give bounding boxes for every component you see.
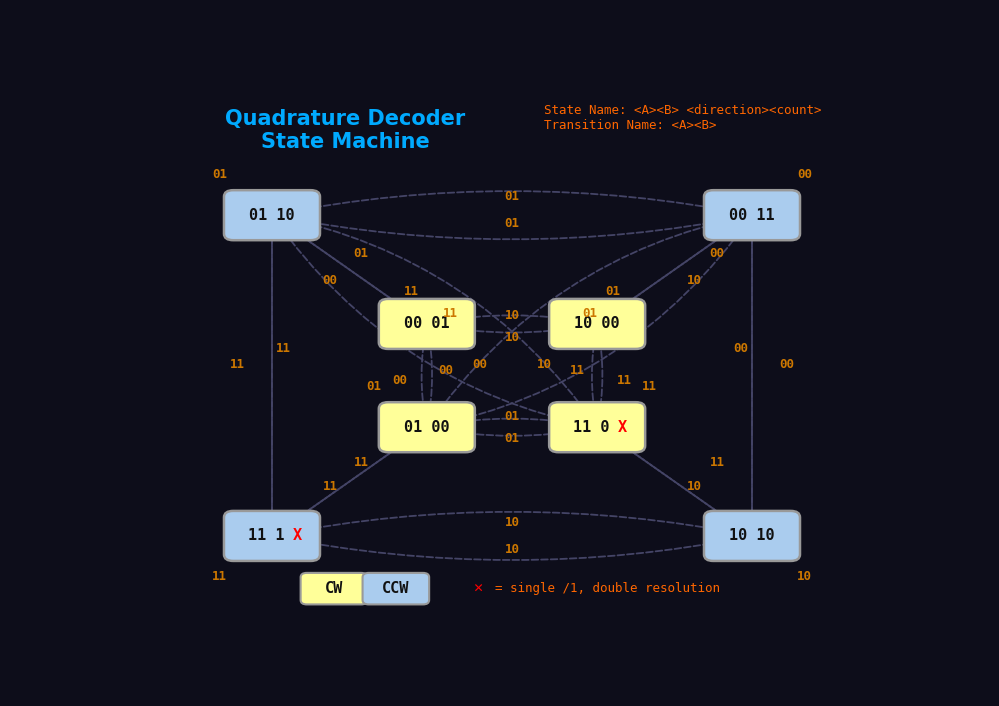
Text: 01: 01 bbox=[354, 246, 369, 260]
Text: 11: 11 bbox=[276, 342, 291, 355]
FancyBboxPatch shape bbox=[704, 511, 800, 561]
FancyBboxPatch shape bbox=[549, 299, 645, 349]
Text: 01: 01 bbox=[504, 190, 519, 203]
Text: 01: 01 bbox=[504, 409, 519, 423]
Text: 11 0: 11 0 bbox=[572, 419, 609, 435]
Text: Quadrature Decoder
State Machine: Quadrature Decoder State Machine bbox=[226, 109, 466, 152]
Text: 11: 11 bbox=[323, 481, 338, 493]
Text: 11: 11 bbox=[616, 374, 631, 388]
Text: 01: 01 bbox=[212, 168, 227, 181]
Text: ✕: ✕ bbox=[474, 581, 483, 596]
Text: 01: 01 bbox=[605, 285, 620, 298]
Text: 10: 10 bbox=[686, 481, 701, 493]
Text: 11: 11 bbox=[212, 570, 227, 583]
Text: CCW: CCW bbox=[383, 581, 410, 596]
Text: 10: 10 bbox=[686, 274, 701, 287]
Text: 00: 00 bbox=[393, 374, 408, 388]
FancyBboxPatch shape bbox=[549, 402, 645, 453]
Text: 10: 10 bbox=[504, 309, 519, 322]
Text: 11: 11 bbox=[642, 380, 657, 393]
Text: 00: 00 bbox=[733, 342, 748, 355]
Text: 00: 00 bbox=[779, 358, 794, 371]
Text: 00: 00 bbox=[472, 358, 487, 371]
Text: State Name: <A><B> <direction><count>
Transition Name: <A><B>: State Name: <A><B> <direction><count> Tr… bbox=[543, 104, 821, 132]
Text: 10: 10 bbox=[537, 358, 552, 371]
Text: 10 00: 10 00 bbox=[574, 316, 620, 331]
Text: 10: 10 bbox=[797, 570, 812, 583]
Text: 00 11: 00 11 bbox=[729, 208, 775, 222]
Text: 01: 01 bbox=[504, 217, 519, 230]
Text: 01: 01 bbox=[504, 431, 519, 445]
FancyBboxPatch shape bbox=[363, 573, 430, 604]
Text: 11: 11 bbox=[570, 364, 585, 376]
FancyBboxPatch shape bbox=[379, 402, 475, 453]
Text: 00: 00 bbox=[797, 168, 812, 181]
Text: 00: 00 bbox=[323, 274, 338, 287]
FancyBboxPatch shape bbox=[704, 190, 800, 240]
Text: = single /1, double resolution: = single /1, double resolution bbox=[495, 582, 720, 595]
Text: CW: CW bbox=[325, 581, 343, 596]
Text: 01 10: 01 10 bbox=[249, 208, 295, 222]
Text: 01: 01 bbox=[581, 306, 597, 320]
Text: 11: 11 bbox=[443, 306, 458, 320]
Text: 10 10: 10 10 bbox=[729, 528, 775, 544]
Text: 11: 11 bbox=[230, 358, 245, 371]
Text: X: X bbox=[618, 419, 627, 435]
Text: 10: 10 bbox=[504, 543, 519, 556]
Text: 11 1: 11 1 bbox=[248, 528, 284, 544]
Text: 10: 10 bbox=[504, 331, 519, 344]
Text: 00 01: 00 01 bbox=[404, 316, 450, 331]
FancyBboxPatch shape bbox=[301, 573, 368, 604]
Text: 00: 00 bbox=[439, 364, 454, 376]
FancyBboxPatch shape bbox=[379, 299, 475, 349]
FancyBboxPatch shape bbox=[224, 511, 320, 561]
Text: 11: 11 bbox=[354, 456, 369, 469]
FancyBboxPatch shape bbox=[224, 190, 320, 240]
Text: 01 00: 01 00 bbox=[404, 419, 450, 435]
Text: 10: 10 bbox=[504, 516, 519, 529]
Text: 11: 11 bbox=[404, 285, 419, 298]
Text: 01: 01 bbox=[367, 380, 382, 393]
Text: 00: 00 bbox=[709, 246, 724, 260]
Text: X: X bbox=[293, 528, 302, 544]
Text: 11: 11 bbox=[709, 456, 724, 469]
